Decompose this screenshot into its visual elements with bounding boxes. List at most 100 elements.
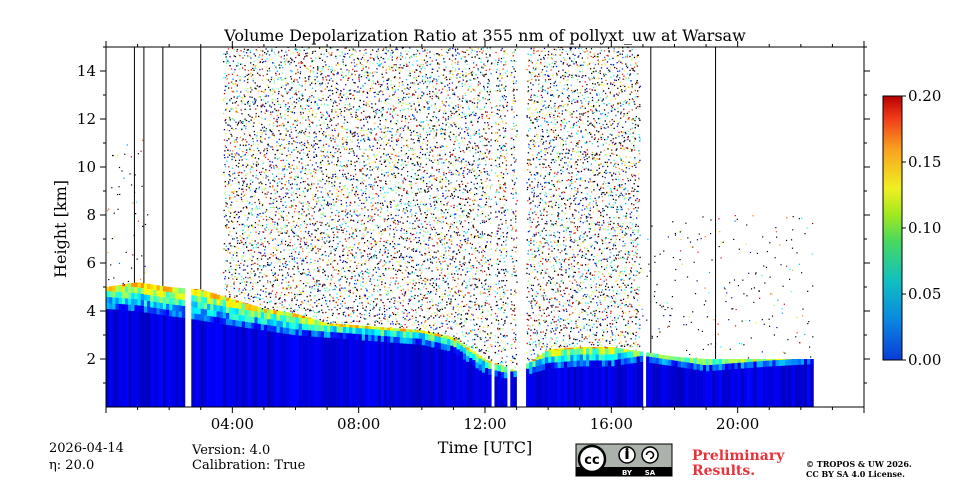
heat-cell-noise: [386, 88, 388, 90]
heat-cell-noise: [422, 82, 425, 85]
heat-cell-aerosol: [308, 324, 312, 331]
heat-cell-noise: [223, 209, 225, 212]
heat-cell-noise: [272, 93, 274, 95]
heat-cell-noise: [276, 249, 279, 251]
heat-cell-noise: [417, 288, 420, 290]
heat-cell-noise: [292, 268, 294, 270]
heat-cell-noise: [359, 295, 361, 297]
heat-cell-noise: [326, 180, 328, 182]
heat-cell-noise: [236, 141, 238, 143]
heat-cell-noise: [414, 215, 416, 217]
heat-cell-noise: [261, 204, 264, 206]
heat-cell-noise: [332, 135, 334, 137]
heat-cell-noise: [322, 214, 325, 216]
heat-cell-noise: [291, 59, 294, 61]
heat-cell-noise: [412, 279, 414, 281]
heat-cell-noise: [284, 293, 286, 296]
heat-cell-noise: [228, 277, 230, 279]
heat-cell-noise: [296, 48, 298, 51]
heat-cell-noise: [417, 188, 419, 190]
heat-cell-noise: [352, 94, 354, 97]
heat-cell-noise: [422, 176, 425, 179]
heat-cell-noise: [376, 147, 378, 150]
heat-cell-noise: [402, 182, 404, 184]
heat-cell-noise: [274, 247, 277, 250]
heat-cell-noise: [302, 98, 304, 100]
heat-cell-noise: [239, 148, 241, 150]
heat-cell-noise: [323, 149, 326, 151]
heat-cell-noise: [392, 65, 395, 68]
heat-cell-noise: [316, 220, 318, 223]
heat-cell-noise: [301, 93, 303, 95]
heat-cell-noise: [370, 128, 372, 130]
heat-cell-noise: [353, 310, 355, 312]
heat-cell-noise: [373, 138, 376, 140]
heat-cell-noise: [313, 96, 315, 98]
heat-cell-noise: [272, 306, 274, 309]
heat-cell-noise: [322, 311, 324, 314]
heat-cell-noise: [261, 79, 264, 81]
heat-cell-noise: [402, 222, 404, 224]
heat-cell-aerosol: [254, 317, 258, 324]
heat-cell-noise: [343, 88, 345, 91]
heat-cell-noise: [225, 226, 227, 228]
heat-cell-noise: [419, 315, 421, 317]
heat-cell-noise: [404, 88, 407, 90]
heat-cell-noise: [285, 229, 288, 232]
heat-cell-noise: [364, 82, 366, 85]
heat-cell-noise: [231, 135, 233, 137]
heat-cell-noise: [346, 278, 348, 280]
heat-cell-noise: [368, 149, 371, 151]
heat-cell-noise: [422, 180, 425, 182]
heat-cell-noise: [350, 260, 352, 262]
heat-cell-noise: [278, 51, 280, 53]
heat-cell-noise: [315, 136, 317, 138]
heat-cell-aerosol: [181, 288, 186, 294]
heat-cell-noise: [338, 94, 341, 96]
heat-cell-noise: [396, 320, 398, 323]
heat-cell-noise: [414, 309, 417, 311]
heat-cell-noise: [256, 72, 259, 74]
heat-cell-noise: [319, 162, 321, 164]
heat-cell-noise: [400, 254, 402, 257]
heat-cell-aerosol: [289, 322, 293, 329]
heat-cell-noise: [392, 176, 395, 179]
heat-cell-noise: [264, 252, 266, 254]
heat-cell-noise: [359, 213, 361, 215]
heat-cell-noise: [389, 242, 392, 245]
heat-cell-aerosol: [124, 304, 129, 311]
heat-cell-noise: [380, 320, 382, 322]
heat-cell-noise: [261, 58, 263, 61]
heat-cell-noise: [401, 120, 403, 123]
heat-cell-aerosol: [273, 313, 277, 321]
heat-cell-noise: [374, 139, 377, 141]
heat-cell-noise: [375, 109, 377, 112]
heat-cell-noise: [317, 166, 319, 168]
heat-cell-noise: [416, 192, 418, 195]
heat-cell-aerosol: [178, 293, 183, 300]
heat-cell-noise: [339, 151, 342, 154]
heat-cell-noise: [317, 290, 320, 292]
heat-cell-noise: [407, 122, 410, 124]
heat-cell-aerosol: [254, 311, 258, 318]
heat-cell-noise: [342, 146, 345, 148]
heat-cell-aerosol: [131, 286, 135, 293]
heat-cell-noise: [411, 272, 413, 274]
heat-cell-noise: [413, 164, 416, 166]
heat-cell-noise: [380, 299, 382, 302]
heat-cell-noise: [399, 133, 402, 135]
heat-cell-noise: [383, 148, 385, 150]
heat-cell-noise: [228, 269, 230, 271]
heat-cell-noise: [375, 297, 378, 300]
heat-cell-aerosol: [368, 326, 372, 329]
heat-cell-noise: [356, 309, 358, 312]
heat-cell-noise: [224, 76, 227, 79]
heat-cell-noise: [422, 166, 424, 168]
heat-cell-noise: [235, 264, 237, 266]
heat-cell-noise: [359, 107, 361, 109]
heat-cell-noise: [334, 100, 336, 102]
heat-cell-aerosol: [137, 282, 142, 288]
heat-cell-aerosol: [137, 293, 142, 300]
heat-cell-noise: [347, 79, 349, 81]
heat-cell-noise: [343, 187, 345, 189]
